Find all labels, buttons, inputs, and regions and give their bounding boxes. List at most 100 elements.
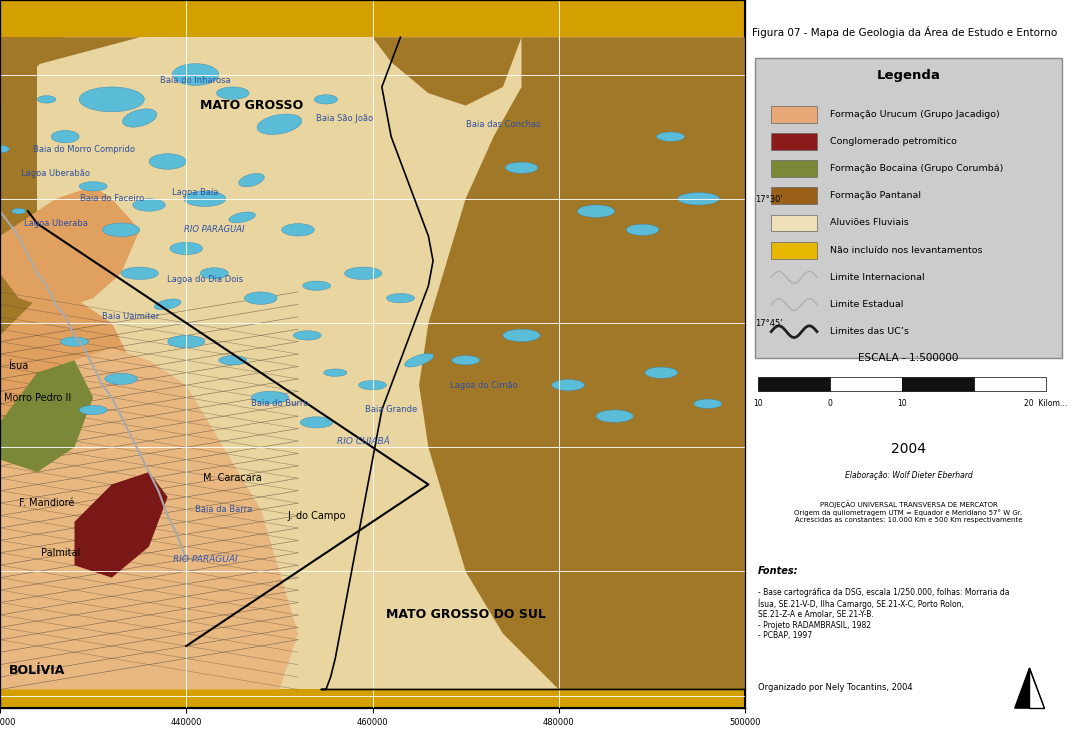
Ellipse shape: [257, 114, 302, 134]
Text: Limites das UC’s: Limites das UC’s: [830, 327, 909, 336]
Ellipse shape: [38, 96, 56, 103]
Text: Formação Bocaina (Grupo Corumbá): Formação Bocaina (Grupo Corumbá): [830, 164, 1003, 173]
Ellipse shape: [626, 224, 659, 235]
Ellipse shape: [324, 369, 347, 377]
Text: Conglomerado petromítico: Conglomerado petromítico: [830, 137, 957, 146]
Polygon shape: [419, 37, 745, 689]
Text: Limite Estadual: Limite Estadual: [830, 300, 904, 309]
Ellipse shape: [552, 380, 584, 391]
Ellipse shape: [656, 132, 685, 142]
Bar: [830, 377, 902, 391]
Text: Lagoa do Dia Dois: Lagoa do Dia Dois: [167, 275, 243, 284]
Text: Lagoa do Cimão: Lagoa do Cimão: [450, 380, 518, 390]
FancyBboxPatch shape: [771, 160, 817, 177]
Ellipse shape: [170, 242, 203, 255]
Text: Formação Urucum (Grupo Jacadigo): Formação Urucum (Grupo Jacadigo): [830, 110, 1000, 119]
FancyBboxPatch shape: [771, 215, 817, 231]
Text: MATO GROSSO DO SUL: MATO GROSSO DO SUL: [386, 608, 546, 621]
Text: Legenda: Legenda: [877, 69, 940, 82]
Ellipse shape: [154, 299, 181, 310]
Text: - Base cartográfica da DSG, escala 1/250.000, folhas: Morraria da
Ísua, SE.21-V-: - Base cartográfica da DSG, escala 1/250…: [758, 588, 1010, 640]
Ellipse shape: [200, 268, 228, 279]
Text: BOLÍVIA: BOLÍVIA: [9, 664, 65, 677]
Ellipse shape: [694, 399, 721, 408]
Ellipse shape: [79, 182, 107, 191]
Ellipse shape: [294, 331, 322, 340]
Ellipse shape: [282, 223, 314, 236]
Polygon shape: [0, 186, 139, 310]
Text: Baia do Morro Comprido: Baia do Morro Comprido: [33, 145, 135, 153]
Polygon shape: [0, 37, 139, 74]
Polygon shape: [373, 37, 522, 106]
Text: 2004: 2004: [891, 442, 926, 456]
Text: RIO PARAGUAI: RIO PARAGUAI: [173, 555, 237, 564]
Text: Morro Pedro II: Morro Pedro II: [3, 393, 71, 402]
Ellipse shape: [173, 64, 219, 85]
Text: Figura 07 - Mapa de Geologia da Área de Estudo e Entorno: Figura 07 - Mapa de Geologia da Área de …: [751, 26, 1057, 37]
Text: Elaboração: Wolf Dieter Eberhard: Elaboração: Wolf Dieter Eberhard: [845, 471, 972, 480]
Ellipse shape: [184, 191, 226, 207]
Text: Aluviões Fluviais: Aluviões Fluviais: [830, 218, 909, 228]
FancyBboxPatch shape: [771, 106, 817, 123]
Text: 10: 10: [897, 399, 907, 408]
Text: Baia do Faceiro: Baia do Faceiro: [79, 194, 144, 203]
Ellipse shape: [302, 281, 330, 291]
Polygon shape: [1029, 668, 1044, 708]
Ellipse shape: [12, 208, 26, 214]
Ellipse shape: [219, 356, 247, 365]
Polygon shape: [0, 347, 298, 689]
Bar: [758, 377, 830, 391]
Ellipse shape: [121, 267, 159, 280]
Text: Fontes:: Fontes:: [758, 566, 799, 576]
Text: J. do Campo: J. do Campo: [287, 510, 346, 520]
Text: 10: 10: [754, 399, 763, 408]
FancyBboxPatch shape: [755, 58, 1062, 358]
Text: Baia da Barra: Baia da Barra: [195, 505, 252, 514]
Text: RIO PARAGUAI: RIO PARAGUAI: [184, 226, 244, 234]
Ellipse shape: [451, 356, 479, 365]
Polygon shape: [74, 472, 167, 577]
Text: 0: 0: [828, 399, 833, 408]
Text: Baia São João: Baia São João: [316, 114, 373, 123]
Text: Lagoa Uberabão: Lagoa Uberabão: [21, 169, 90, 178]
Text: ESCALA - 1:500000: ESCALA - 1:500000: [859, 353, 958, 363]
Text: RIO CUIABÁ: RIO CUIABÁ: [337, 437, 389, 445]
Text: Ísua: Ísua: [9, 361, 29, 372]
Ellipse shape: [505, 162, 538, 173]
Ellipse shape: [79, 405, 107, 415]
Bar: [973, 377, 1046, 391]
Ellipse shape: [503, 329, 540, 342]
Ellipse shape: [596, 410, 634, 423]
Ellipse shape: [0, 145, 10, 153]
Text: Baia do Burro: Baia do Burro: [251, 399, 308, 408]
Polygon shape: [0, 361, 93, 472]
Ellipse shape: [133, 199, 165, 211]
Text: Baia do Inharosa: Baia do Inharosa: [160, 76, 230, 85]
FancyBboxPatch shape: [771, 242, 817, 258]
Ellipse shape: [103, 223, 139, 237]
Bar: [0, 0, 745, 37]
Text: PROJEÇÃO UNIVERSAL TRANSVERSA DE MERCATOR
Origem da quilometragem UTM = Equador : PROJEÇÃO UNIVERSAL TRANSVERSA DE MERCATO…: [794, 500, 1023, 523]
Polygon shape: [1015, 668, 1044, 708]
Ellipse shape: [387, 293, 415, 303]
Ellipse shape: [678, 193, 719, 205]
Text: F. Mandioré: F. Mandioré: [19, 498, 74, 508]
Polygon shape: [0, 37, 65, 106]
Ellipse shape: [358, 380, 387, 390]
Ellipse shape: [404, 353, 434, 367]
Ellipse shape: [167, 335, 205, 347]
Text: Baia das Conchas: Baia das Conchas: [465, 120, 540, 128]
FancyBboxPatch shape: [771, 133, 817, 150]
Text: Baia Uaimiter: Baia Uaimiter: [102, 312, 159, 321]
Bar: [902, 377, 973, 391]
Text: Organizado por Nely Tocantins, 2004: Organizado por Nely Tocantins, 2004: [758, 683, 912, 691]
Ellipse shape: [244, 292, 277, 304]
Ellipse shape: [228, 212, 255, 223]
Ellipse shape: [149, 154, 187, 169]
Text: Lagoa Baía: Lagoa Baía: [173, 188, 219, 197]
Ellipse shape: [51, 131, 79, 143]
Text: Limite Internacional: Limite Internacional: [830, 273, 925, 282]
Ellipse shape: [314, 95, 338, 104]
Ellipse shape: [252, 391, 288, 404]
Ellipse shape: [122, 109, 157, 127]
